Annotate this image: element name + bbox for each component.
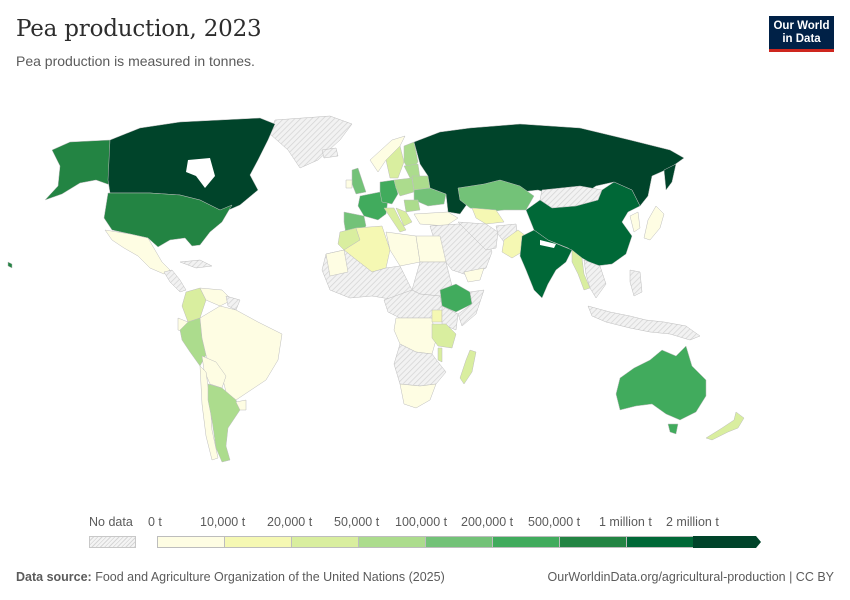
chart-subtitle: Pea production is measured in tonnes. (16, 53, 255, 69)
region-tasmania[interactable] (667, 423, 679, 435)
legend-bin-label-7: 1 million t (599, 515, 652, 529)
legend-bin-7[interactable] (626, 536, 693, 548)
legend-bin-8[interactable] (693, 536, 761, 548)
region-chile[interactable] (199, 365, 219, 461)
region-philippines[interactable] (629, 269, 643, 297)
region-italy[interactable] (383, 207, 407, 233)
data-source-label: Data source: (16, 570, 92, 584)
logo-line-2: in Data (782, 33, 821, 45)
region-somalia[interactable] (457, 289, 485, 327)
region-turkey[interactable] (413, 211, 459, 227)
region-caribbean[interactable] (179, 259, 213, 269)
region-malawi[interactable] (437, 347, 443, 363)
data-source-text: Food and Agriculture Organization of the… (95, 570, 445, 584)
region-central-america[interactable] (163, 269, 187, 293)
region-south-africa[interactable] (399, 383, 437, 409)
legend-bin-label-3: 50,000 t (334, 515, 380, 529)
region-venezuela[interactable] (199, 287, 233, 307)
region-alaska[interactable] (44, 139, 111, 201)
region-tanzania[interactable] (431, 323, 457, 349)
legend-bin-label-1: 10,000 t (200, 515, 246, 529)
region-uzbekistan[interactable] (471, 207, 505, 225)
region-hawaii[interactable] (7, 261, 13, 269)
legend-bin-label-8: 2 million t (666, 515, 719, 529)
region-southeast-asia[interactable] (583, 259, 607, 299)
region-myanmar[interactable] (571, 249, 591, 291)
legend-bin-3[interactable] (358, 536, 425, 548)
chart-title: Pea production, 2023 (16, 16, 262, 42)
region-yemen[interactable] (463, 267, 485, 283)
legend-no-data-label: No data (89, 515, 133, 529)
region-poland[interactable] (393, 177, 415, 197)
region-indonesia[interactable] (587, 305, 701, 341)
logo-line-1: Our World (773, 20, 830, 32)
legend-bin-2[interactable] (291, 536, 358, 548)
region-korea[interactable] (629, 211, 641, 233)
legend-bin-6[interactable] (559, 536, 626, 548)
region-argentina[interactable] (207, 383, 241, 463)
source-url-link[interactable]: OurWorldinData.org/agricultural-producti… (547, 570, 834, 584)
region-australia[interactable] (615, 345, 707, 421)
legend-bin-1[interactable] (224, 536, 291, 548)
region-ireland[interactable] (345, 179, 353, 189)
region-iceland[interactable] (321, 147, 339, 159)
data-source: Data source: Food and Agriculture Organi… (16, 570, 445, 584)
legend-bin-label-5: 200,000 t (461, 515, 514, 529)
legend-no-data-swatch[interactable] (89, 536, 136, 548)
region-sweden[interactable] (385, 145, 405, 179)
region-madagascar[interactable] (459, 349, 477, 385)
legend-bin-label-0: 0 t (148, 515, 162, 529)
region-libya[interactable] (385, 231, 421, 267)
legend-bin-4[interactable] (425, 536, 492, 548)
owid-logo[interactable]: Our World in Data (769, 16, 834, 52)
region-united-kingdom[interactable] (351, 167, 367, 195)
region-india[interactable] (519, 229, 573, 299)
legend-bin-label-2: 20,000 t (267, 515, 313, 529)
region-greenland[interactable] (269, 115, 353, 169)
region-japan[interactable] (643, 205, 665, 241)
region-mauritania[interactable] (325, 249, 349, 277)
legend-bin-5[interactable] (492, 536, 559, 548)
region-new-zealand[interactable] (705, 411, 745, 441)
region-uruguay[interactable] (235, 399, 247, 411)
legend-bin-label-4: 100,000 t (395, 515, 448, 529)
legend-bin-0[interactable] (157, 536, 224, 548)
region-balkans[interactable] (395, 207, 413, 227)
region-uganda[interactable] (431, 309, 443, 323)
region-southern-africa[interactable] (393, 343, 447, 387)
legend-bin-label-6: 500,000 t (528, 515, 581, 529)
world-map[interactable] (0, 100, 850, 500)
region-iran[interactable] (457, 221, 499, 251)
map-legend: No data 0 t 10,000 t 20,000 t 50,000 t 1… (0, 515, 850, 555)
region-kamchatka[interactable] (663, 163, 677, 191)
region-romania[interactable] (403, 199, 421, 213)
region-belarus[interactable] (411, 175, 431, 191)
